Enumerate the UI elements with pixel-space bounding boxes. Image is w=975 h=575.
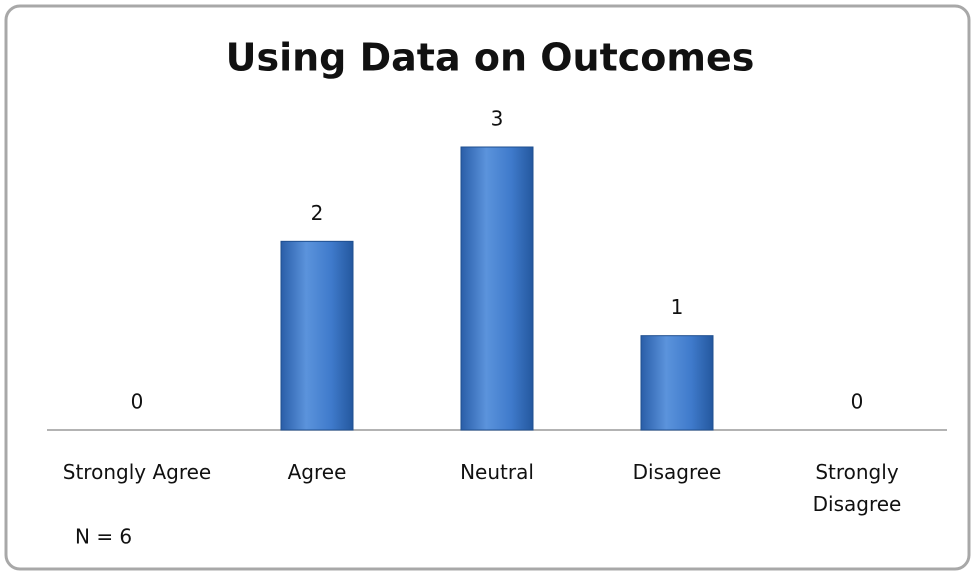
x-tick-label-box: Neutral [460,460,534,484]
chart-title: Using Data on Outcomes [226,36,755,80]
x-tick-label-box: Strongly Disagree [812,460,902,516]
data-label: 2 [311,201,324,225]
x-tick-label: Neutral [460,460,534,484]
bar [280,240,354,431]
x-tick-label: Disagree [632,460,722,484]
data-label: 1 [671,295,684,319]
bar [640,335,714,431]
x-tick-label: Strongly Disagree [812,460,902,516]
data-label: 0 [851,390,864,414]
x-tick-label: Strongly Agree [62,460,212,484]
x-tick-label-box: Disagree [632,460,722,484]
data-label: 0 [131,390,144,414]
x-tick-label: Agree [287,460,347,484]
bar [460,146,534,431]
x-tick-label-box: Strongly Agree [62,460,212,484]
x-tick-label-box: Agree [287,460,347,484]
annotation: N = 6 [75,525,132,549]
data-label: 3 [491,107,504,131]
